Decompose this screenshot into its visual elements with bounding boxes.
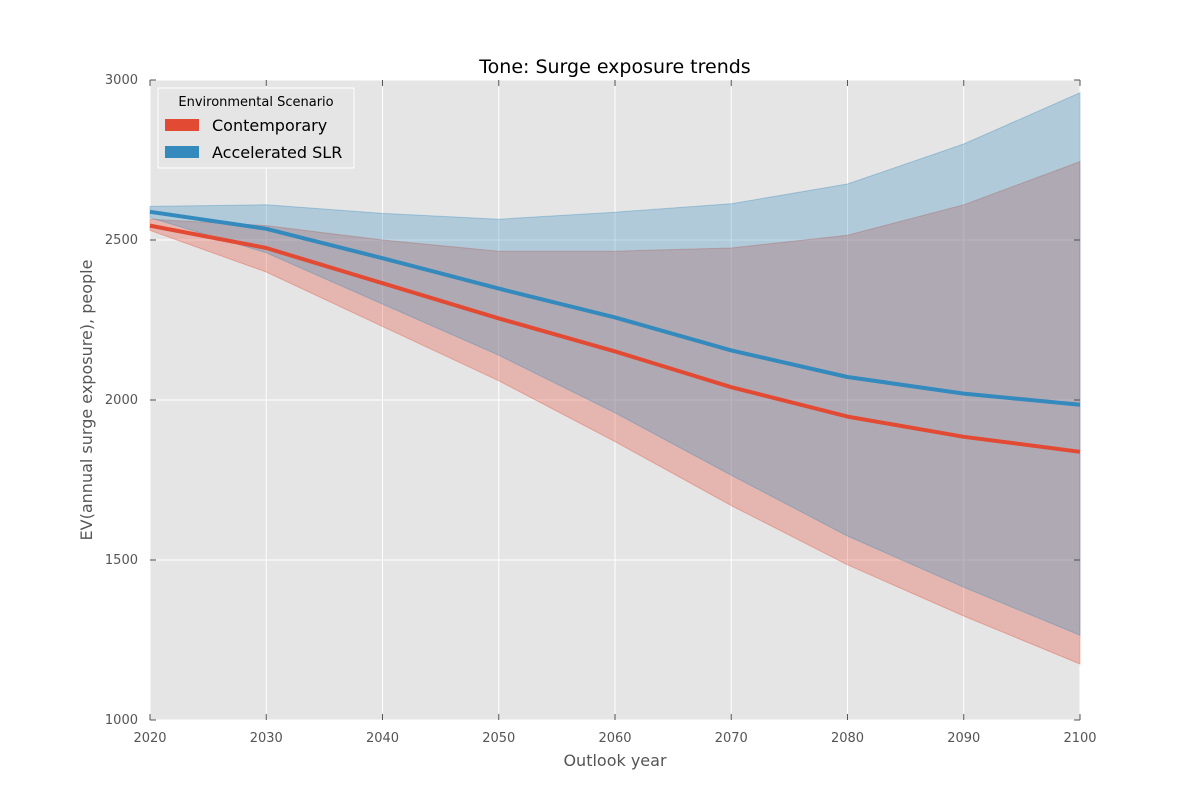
x-tick-label: 2070 — [715, 731, 748, 746]
line-series-1 — [149, 209, 1081, 407]
legend: Environmental Scenario Contemporary Accel… — [157, 87, 355, 169]
x-tick-label: 2040 — [366, 731, 399, 746]
y-axis-label: EV(annual surge exposure), people — [77, 260, 96, 541]
y-tick-labels: 1000 1500 2000 2500 3000 — [105, 73, 138, 728]
legend-title: Environmental Scenario — [178, 95, 333, 110]
legend-label-0: Contemporary — [212, 116, 327, 135]
x-tick-label: 2060 — [598, 731, 631, 746]
legend-label-1: Accelerated SLR — [212, 143, 342, 162]
y-tick-label: 1000 — [105, 713, 138, 728]
band-series-0 — [149, 160, 1081, 665]
confidence-bands — [149, 92, 1081, 665]
x-tick-label: 2080 — [831, 731, 864, 746]
band-series-1 — [149, 92, 1081, 636]
x-tick-label: 2020 — [133, 731, 166, 746]
series-lines — [149, 209, 1081, 454]
chart-title: Tone: Surge exposure trends — [478, 56, 750, 78]
x-tick-label: 2050 — [482, 731, 515, 746]
axis-ticks — [149, 79, 1081, 721]
y-tick-label: 2500 — [105, 233, 138, 248]
legend-swatch-1 — [165, 146, 199, 158]
x-tick-label: 2090 — [947, 731, 980, 746]
y-tick-label: 1500 — [105, 553, 138, 568]
x-tick-labels: 2020 2030 2040 2050 2060 2070 2080 2090 2100 — [133, 731, 1096, 746]
x-tick-label: 2030 — [250, 731, 283, 746]
legend-swatch-0 — [165, 119, 199, 131]
legend-items: Contemporary Accelerated SLR — [165, 116, 342, 162]
y-tick-label: 2000 — [105, 393, 138, 408]
x-tick-label: 2100 — [1063, 731, 1096, 746]
line-series-0 — [149, 223, 1081, 454]
y-tick-label: 3000 — [105, 73, 138, 88]
x-axis-label: Outlook year — [563, 751, 667, 770]
